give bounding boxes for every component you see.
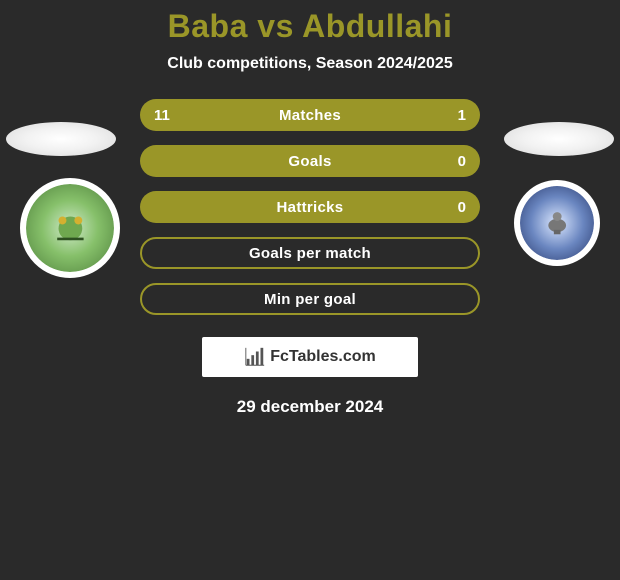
stat-right-value: 1 <box>458 99 466 131</box>
stat-left-value: 11 <box>154 99 170 131</box>
player-right-silhouette <box>504 122 614 156</box>
subtitle: Club competitions, Season 2024/2025 <box>0 55 620 73</box>
stat-label: Min per goal <box>264 291 356 308</box>
logo-text: FcTables.com <box>270 348 376 366</box>
page-title: Baba vs Abdullahi <box>0 8 620 45</box>
stat-row: Min per goal <box>140 283 480 315</box>
player-left-silhouette <box>6 122 116 156</box>
blue-crest-icon <box>520 186 594 260</box>
stat-right-value: 0 <box>458 145 466 177</box>
club-badge-left <box>20 178 120 278</box>
comparison-card: Baba vs Abdullahi Club competitions, Sea… <box>0 0 620 580</box>
date-text: 29 december 2024 <box>0 397 620 417</box>
stat-row: Goals per match <box>140 237 480 269</box>
stat-row: Hattricks 0 <box>140 191 480 223</box>
stat-row: Goals 0 <box>140 145 480 177</box>
stat-label: Matches <box>279 107 341 124</box>
stat-right-value: 0 <box>458 191 466 223</box>
stat-label: Goals <box>288 153 331 170</box>
green-crest-icon <box>26 184 114 272</box>
site-logo[interactable]: FcTables.com <box>202 337 418 377</box>
club-badge-right <box>514 180 600 266</box>
stats-list: 11 Matches 1 Goals 0 Hattricks 0 Goals p… <box>140 99 480 315</box>
stat-label: Hattricks <box>277 199 344 216</box>
bar-chart-icon <box>244 346 266 368</box>
stat-label: Goals per match <box>249 245 371 262</box>
stat-row: 11 Matches 1 <box>140 99 480 131</box>
